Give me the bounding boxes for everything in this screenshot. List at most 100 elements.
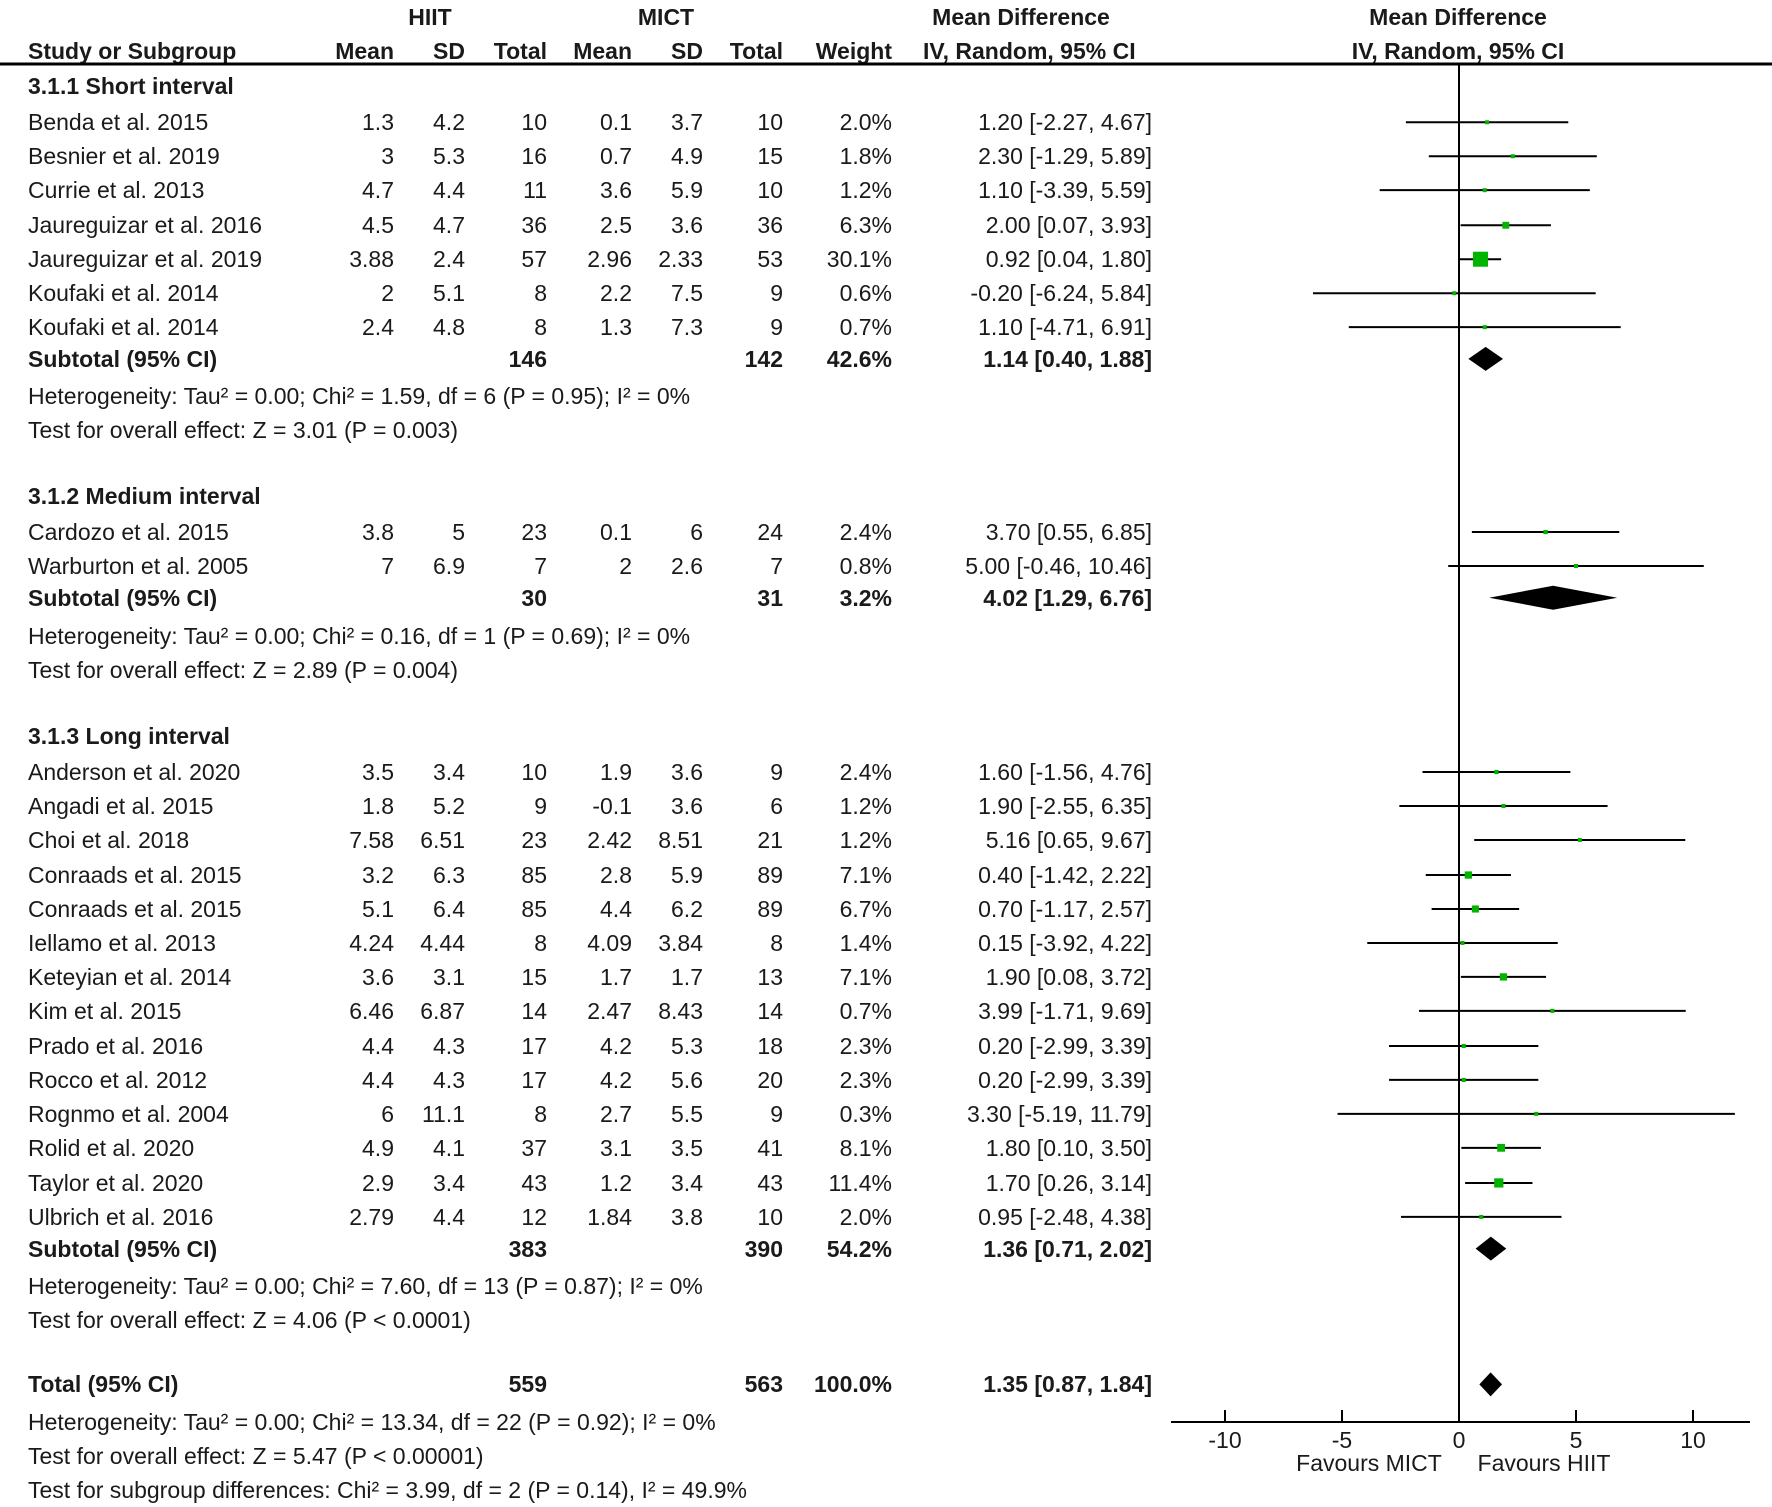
cell-m1: 4.4 xyxy=(362,1066,394,1093)
effect-ci: 1.36 [0.71, 2.02] xyxy=(983,1235,1152,1262)
cell-m1: 4.4 xyxy=(362,1032,394,1059)
effect-ci: 0.15 [-3.92, 4.22] xyxy=(978,929,1152,956)
cell-n2: 41 xyxy=(757,1134,783,1161)
cell-w: 42.6% xyxy=(826,345,892,372)
cell-sd1: 6.51 xyxy=(420,826,465,853)
effect-ci: 3.70 [0.55, 6.85] xyxy=(985,519,1152,546)
study-name: Besnier et al. 2019 xyxy=(28,143,220,170)
cell-n1: 14 xyxy=(521,997,547,1024)
x-tick-label: -5 xyxy=(1331,1427,1353,1453)
cell-sd2: 3.84 xyxy=(658,929,703,956)
study-name: Cardozo et al. 2015 xyxy=(28,519,229,546)
cell-m1: 1.3 xyxy=(362,109,394,136)
study-name: Jaureguizar et al. 2019 xyxy=(28,246,262,273)
cell-w: 2.3% xyxy=(839,1066,892,1093)
cell-n1: 36 xyxy=(521,212,547,239)
cell-n2: 36 xyxy=(757,212,783,239)
cell-w: 100.0% xyxy=(813,1371,892,1398)
study-name: Keteyian et al. 2014 xyxy=(28,963,232,990)
cell-n1: 15 xyxy=(521,963,547,990)
cell-w: 1.2% xyxy=(839,792,892,819)
cell-n1: 9 xyxy=(534,792,547,819)
cell-m2: 2.42 xyxy=(587,826,632,853)
cell-sd1: 4.2 xyxy=(433,109,465,136)
cell-sd1: 4.4 xyxy=(433,177,465,204)
cell-n2: 15 xyxy=(757,143,783,170)
cell-n1: 146 xyxy=(508,345,547,372)
cell-n2: 24 xyxy=(757,519,783,546)
cell-m2: 4.2 xyxy=(600,1066,632,1093)
cell-m1: 3.6 xyxy=(362,963,394,990)
effect-ci: 1.35 [0.87, 1.84] xyxy=(983,1371,1152,1398)
header-study: Study or Subgroup xyxy=(28,38,237,64)
effect-ci: 1.90 [0.08, 3.72] xyxy=(985,963,1152,990)
favours-left-label: Favours MICT xyxy=(1296,1450,1442,1476)
effect-ci: 1.14 [0.40, 1.88] xyxy=(983,345,1152,372)
study-name: Choi et al. 2018 xyxy=(28,826,190,853)
cell-sd2: 2.6 xyxy=(671,553,703,579)
cell-w: 0.3% xyxy=(839,1100,892,1127)
cell-w: 30.1% xyxy=(826,246,892,273)
header-plot-top: Mean Difference xyxy=(1369,4,1547,30)
header-total-hiit: Total xyxy=(493,38,547,64)
cell-sd2: 5.5 xyxy=(671,1100,703,1127)
cell-sd2: 3.6 xyxy=(671,212,703,239)
cell-m1: 3.88 xyxy=(349,246,394,273)
cell-n2: 31 xyxy=(757,584,783,611)
cell-sd1: 3.4 xyxy=(433,1169,465,1196)
study-effect-square xyxy=(1534,1111,1539,1116)
cell-n1: 383 xyxy=(508,1235,547,1262)
study-effect-square xyxy=(1482,325,1487,330)
cell-m2: 1.2 xyxy=(600,1169,632,1196)
statistics-note: Test for overall effect: Z = 3.01 (P = 0… xyxy=(28,417,458,444)
study-effect-square xyxy=(1452,291,1457,296)
cell-sd1: 6.87 xyxy=(420,997,465,1024)
study-effect-square xyxy=(1543,529,1548,535)
subgroup-heading: 3.1.3 Long interval xyxy=(28,722,230,749)
study-effect-square xyxy=(1471,905,1479,913)
cell-n2: 20 xyxy=(757,1066,783,1093)
cell-n2: 7 xyxy=(770,553,783,579)
cell-n1: 16 xyxy=(521,143,547,170)
cell-n1: 7 xyxy=(534,553,547,579)
cell-sd2: 6 xyxy=(690,519,703,546)
effect-ci: 0.70 [-1.17, 2.57] xyxy=(978,895,1152,922)
cell-m1: 6 xyxy=(381,1100,394,1127)
effect-ci: 3.30 [-5.19, 11.79] xyxy=(967,1100,1152,1127)
study-effect-square xyxy=(1482,188,1487,193)
x-tick-label: 10 xyxy=(1680,1427,1706,1453)
cell-n1: 12 xyxy=(521,1203,547,1230)
cell-m1: 2.9 xyxy=(362,1169,394,1196)
study-effect-square xyxy=(1497,1143,1506,1152)
effect-ci: 0.92 [0.04, 1.80] xyxy=(985,246,1152,273)
subtotal-label: Subtotal (95% CI) xyxy=(28,1235,218,1262)
cell-w: 3.2% xyxy=(839,584,892,611)
study-name: Prado et al. 2016 xyxy=(28,1032,204,1059)
study-name: Currie et al. 2013 xyxy=(28,177,205,204)
header-sd-mict: SD xyxy=(671,38,703,64)
cell-m2: 3.6 xyxy=(600,177,632,204)
cell-sd2: 2.33 xyxy=(658,246,703,273)
cell-n1: 8 xyxy=(534,314,547,341)
header-total-mict: Total xyxy=(729,38,783,64)
cell-m1: 2.79 xyxy=(349,1203,394,1230)
study-name: Ulbrich et al. 2016 xyxy=(28,1203,214,1230)
cell-n2: 390 xyxy=(744,1235,783,1262)
study-effect-square xyxy=(1485,120,1490,125)
study-name: Rolid et al. 2020 xyxy=(28,1134,195,1161)
header-effect: IV, Random, 95% CI xyxy=(923,38,1136,64)
cell-n1: 8 xyxy=(534,929,547,956)
cell-w: 0.8% xyxy=(839,553,892,579)
cell-w: 2.4% xyxy=(839,519,892,546)
cell-w: 2.0% xyxy=(839,109,892,136)
study-name: Koufaki et al. 2014 xyxy=(28,280,219,307)
x-tick-label: 0 xyxy=(1452,1427,1466,1453)
subtotal-label: Subtotal (95% CI) xyxy=(28,345,218,372)
effect-ci: 0.20 [-2.99, 3.39] xyxy=(978,1066,1152,1093)
cell-n1: 10 xyxy=(521,109,547,136)
header-effect-top: Mean Difference xyxy=(932,4,1110,30)
effect-ci: 1.60 [-1.56, 4.76] xyxy=(978,759,1152,786)
statistics-note: Heterogeneity: Tau² = 0.00; Chi² = 13.34… xyxy=(28,1408,716,1435)
cell-sd2: 6.2 xyxy=(671,895,703,922)
